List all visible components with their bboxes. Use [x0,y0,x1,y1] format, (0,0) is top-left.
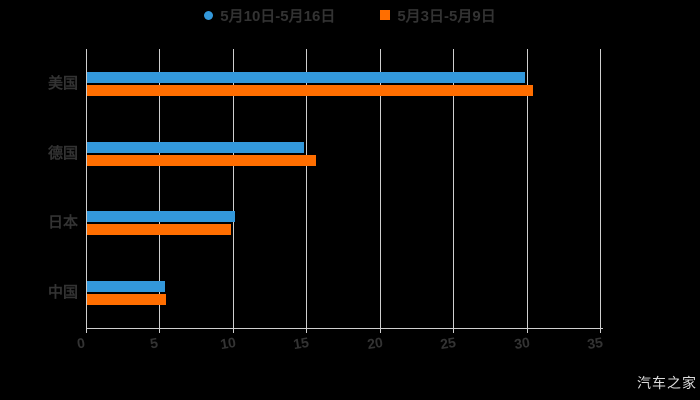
tick-mark-30 [526,328,528,333]
tick-mark-10 [232,328,234,333]
tick-label-25: 25 [439,333,458,353]
category-label-1: 德国 [47,144,78,162]
legend-item-1[interactable]: 5月3日-5月9日 [380,5,496,26]
tick-label-35: 35 [586,333,604,353]
gridline-30 [526,49,528,328]
bar-德国-series1 [87,154,317,166]
legend: 5月10日-5月16日 5月3日-5月9日 [0,4,700,26]
tick-mark-35 [600,328,601,333]
tick-label-10: 10 [218,333,237,353]
category-label-2: 日本 [47,214,78,232]
gridline-5 [159,49,161,328]
category-label-0: 美国 [47,74,78,92]
x-axis-line [86,328,603,329]
tick-mark-5 [159,328,161,333]
bar-中国-series0 [87,281,165,293]
tick-mark-25 [453,328,455,333]
tick-mark-20 [379,328,381,333]
bar-日本-series0 [87,211,236,223]
legend-circle-marker [204,10,214,20]
tick-label-5: 5 [149,334,160,352]
bar-美国-series0 [87,71,525,83]
gridline-35 [600,49,601,328]
tick-label-15: 15 [292,333,311,353]
tick-label-0: 0 [75,334,87,352]
plot-area: 0 5 10 15 20 25 30 35 [76,49,610,352]
gridline-15 [306,49,308,328]
bar-美国-series1 [87,84,534,96]
tick-mark-0 [86,328,87,333]
legend-item-0[interactable]: 5月10日-5月16日 [204,5,335,26]
legend-label: 5月3日-5月9日 [397,7,496,25]
bar-德国-series0 [87,141,305,153]
watermark: 汽车之家 [637,375,697,391]
legend-label: 5月10日-5月16日 [220,7,336,25]
gridline-10 [232,49,234,328]
legend-square-marker [380,10,391,20]
bar-中国-series1 [87,294,167,306]
tick-label-30: 30 [512,333,531,353]
tick-mark-15 [306,328,308,333]
bar-日本-series1 [87,224,231,236]
gridline-25 [453,49,455,328]
tick-label-20: 20 [365,333,384,353]
category-label-3: 中国 [47,284,78,302]
gridline-20 [379,49,381,328]
gridline-0 [86,49,87,328]
